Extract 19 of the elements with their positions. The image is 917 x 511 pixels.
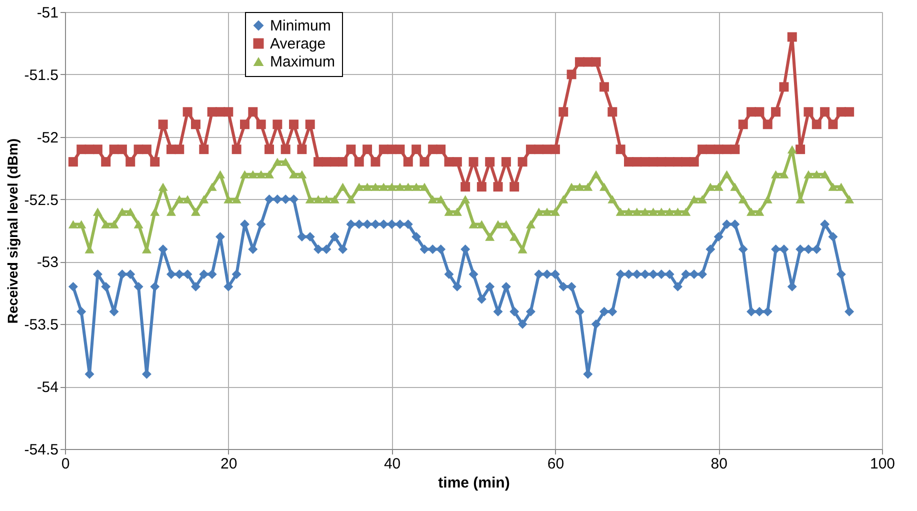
y-tick-label: -51.5 xyxy=(24,66,58,84)
x-tick-label: 80 xyxy=(710,456,728,472)
y-axis-title: Received signal level (dBm) xyxy=(4,138,20,324)
y-tick-label: -53.5 xyxy=(24,316,58,334)
x-axis-title: time (min) xyxy=(438,474,510,492)
x-tick-label: 100 xyxy=(870,456,896,472)
legend-label: Maximum xyxy=(270,54,336,70)
y-tick-label: -53 xyxy=(36,254,58,272)
legend-label: Average xyxy=(270,36,326,52)
x-tick-label: 0 xyxy=(61,456,70,472)
y-tick-label: -51 xyxy=(36,4,58,22)
y-tick-label: -54.5 xyxy=(24,442,58,458)
x-tick-label: 40 xyxy=(384,456,401,472)
x-tick-label: 20 xyxy=(220,456,238,472)
y-tick-label: -52 xyxy=(36,129,58,146)
y-tick-label: -52.5 xyxy=(24,192,58,209)
x-tick-label: 60 xyxy=(547,456,564,472)
y-tick-label: -54 xyxy=(36,379,58,396)
legend-label: Minimum xyxy=(270,18,331,34)
